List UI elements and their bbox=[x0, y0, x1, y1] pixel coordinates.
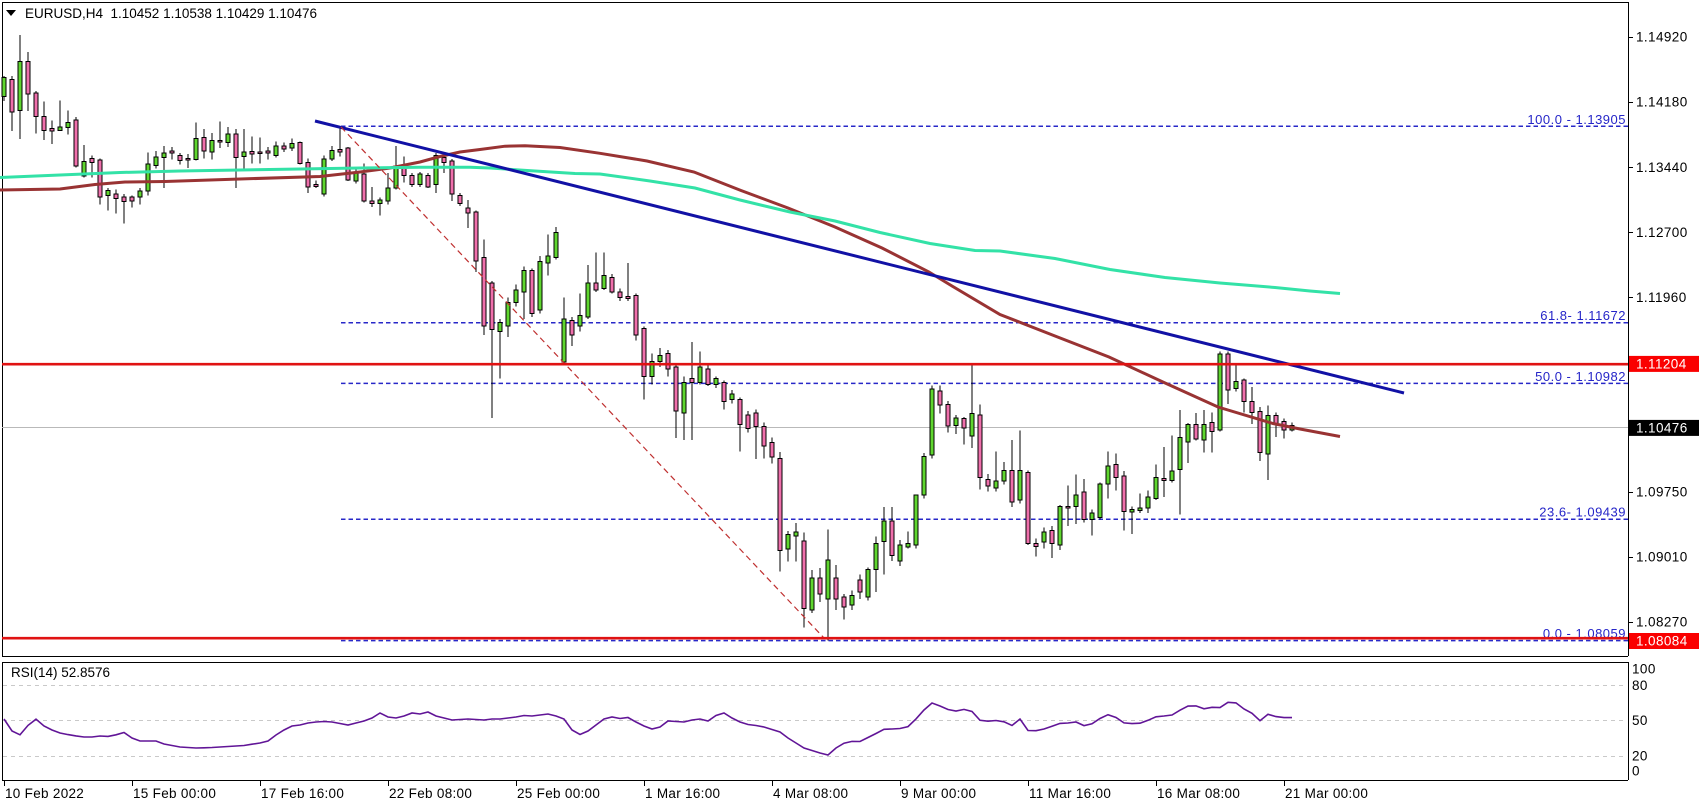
svg-text:16 Mar 08:00: 16 Mar 08:00 bbox=[1157, 786, 1240, 801]
svg-text:1.11204: 1.11204 bbox=[1636, 357, 1687, 372]
svg-text:100: 100 bbox=[1632, 662, 1656, 677]
svg-text:23.6- 1.09439: 23.6- 1.09439 bbox=[1539, 505, 1626, 520]
svg-text:21 Mar 00:00: 21 Mar 00:00 bbox=[1285, 786, 1368, 801]
svg-text:61.8- 1.11672: 61.8- 1.11672 bbox=[1540, 308, 1626, 323]
svg-text:1.09750: 1.09750 bbox=[1636, 484, 1688, 499]
svg-text:22 Feb 08:00: 22 Feb 08:00 bbox=[389, 786, 472, 801]
svg-text:1.08270: 1.08270 bbox=[1636, 615, 1688, 630]
svg-text:1.12700: 1.12700 bbox=[1636, 225, 1688, 240]
svg-text:100.0 - 1.13905: 100.0 - 1.13905 bbox=[1527, 112, 1626, 127]
svg-text:1.11960: 1.11960 bbox=[1636, 290, 1687, 305]
svg-text:1.08084: 1.08084 bbox=[1636, 634, 1688, 649]
svg-text:20: 20 bbox=[1632, 749, 1648, 764]
svg-text:15 Feb 00:00: 15 Feb 00:00 bbox=[133, 786, 216, 801]
svg-text:17 Feb 16:00: 17 Feb 16:00 bbox=[261, 786, 344, 801]
svg-text:10 Feb 2022: 10 Feb 2022 bbox=[5, 786, 84, 801]
svg-text:1.10476: 1.10476 bbox=[1636, 421, 1688, 436]
svg-text:25 Feb 00:00: 25 Feb 00:00 bbox=[517, 786, 600, 801]
svg-text:1.14180: 1.14180 bbox=[1636, 95, 1688, 110]
svg-text:1.09010: 1.09010 bbox=[1636, 550, 1688, 565]
svg-text:4 Mar 08:00: 4 Mar 08:00 bbox=[773, 786, 848, 801]
svg-text:80: 80 bbox=[1632, 678, 1648, 693]
svg-text:EURUSD,H4 1.10452 1.10538 1.1: EURUSD,H4 1.10452 1.10538 1.10429 1.1047… bbox=[25, 6, 317, 21]
svg-text:50: 50 bbox=[1632, 713, 1648, 728]
svg-text:1 Mar 16:00: 1 Mar 16:00 bbox=[645, 786, 720, 801]
svg-text:0: 0 bbox=[1632, 764, 1640, 779]
svg-text:RSI(14) 52.8576: RSI(14) 52.8576 bbox=[11, 665, 110, 680]
svg-text:1.13440: 1.13440 bbox=[1636, 160, 1688, 175]
svg-text:11 Mar 16:00: 11 Mar 16:00 bbox=[1029, 786, 1111, 801]
svg-text:1.14920: 1.14920 bbox=[1636, 30, 1688, 45]
svg-text:50.0 - 1.10982: 50.0 - 1.10982 bbox=[1535, 369, 1626, 384]
svg-text:9 Mar 00:00: 9 Mar 00:00 bbox=[901, 786, 976, 801]
